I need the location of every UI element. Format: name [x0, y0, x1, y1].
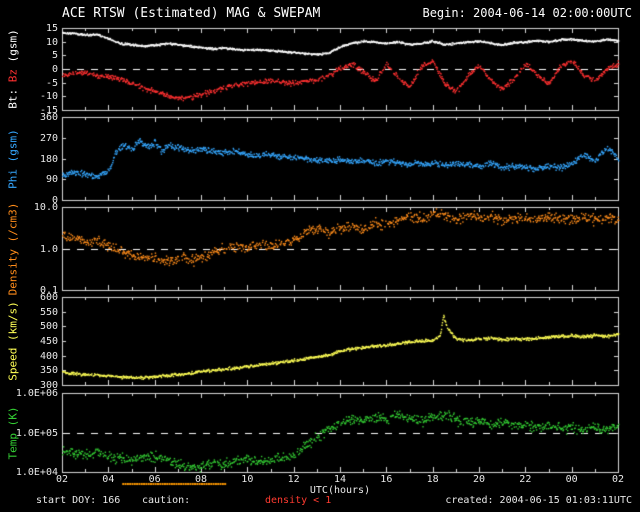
y-tick-label: 400: [39, 350, 58, 362]
y-tick-label: 0.1: [39, 284, 58, 296]
x-tick-label: 12: [287, 474, 300, 485]
y-tick-label: 10: [45, 36, 58, 48]
x-tick-label: 00: [565, 474, 578, 485]
y-tick-label: 550: [39, 306, 58, 318]
start-doy-label: start DOY: 166: [36, 495, 121, 506]
caution-label: caution:: [142, 495, 191, 506]
y-axis-label-density: Density (/cm3): [6, 202, 20, 295]
y-tick-label: -10: [39, 91, 58, 103]
y-tick-label: 450: [39, 336, 58, 347]
created-timestamp: created: 2004-06-15 01:03:11UTC: [445, 495, 632, 506]
y-tick-label: 600: [39, 292, 58, 304]
y-tick-label: 1.0E+05: [15, 427, 58, 439]
caution-note: density < 1: [265, 495, 332, 506]
x-tick-label: 14: [333, 474, 347, 485]
y-axis-label-part: Bt:: [6, 82, 20, 109]
y-tick-label: 300: [39, 379, 58, 391]
y-axis-label-part: Density: [6, 241, 20, 295]
y-tick-label: 0: [51, 64, 58, 75]
x-tick-label: 04: [102, 474, 115, 485]
y-axis-label-speed: Speed (km/s): [6, 301, 20, 381]
y-tick-label: 180: [39, 153, 58, 165]
begin-timestamp: Begin: 2004-06-14 02:00:00UTC: [422, 6, 632, 20]
x-tick-label: 20: [472, 474, 486, 485]
y-tick-label: 350: [39, 365, 58, 377]
y-axis-label-part: (/cm3): [6, 202, 20, 242]
x-tick-label: 02: [55, 474, 69, 485]
x-tick-label: 02: [611, 474, 625, 485]
y-axis-label-phi: Phi (gsm): [6, 128, 20, 189]
x-tick-label: 18: [426, 474, 439, 485]
y-tick-label: 5: [51, 50, 58, 62]
x-tick-label: 06: [148, 474, 161, 485]
y-axis-label-part: (gsm): [6, 128, 20, 162]
y-axis-label-part: (gsm): [6, 29, 20, 63]
y-tick-label: 1.0E+06: [15, 388, 58, 400]
y-tick-label: 10.0: [33, 202, 58, 214]
x-tick-label: 22: [519, 474, 532, 485]
y-tick-label: 500: [39, 321, 58, 333]
x-axis-title: UTC(hours): [309, 485, 371, 496]
x-tick-label: 16: [380, 474, 393, 485]
y-tick-label: 1.0: [39, 243, 58, 255]
y-axis-label-part: Phi: [6, 161, 20, 189]
y-tick-label: 0: [51, 194, 58, 206]
y-tick-label: 15: [45, 23, 58, 35]
y-tick-label: 90: [45, 174, 58, 186]
y-axis-label-part: Speed: [6, 341, 20, 381]
y-axis-label-part: (K): [6, 406, 20, 426]
y-axis-label-part: (km/s): [6, 301, 20, 341]
y-tick-label: 360: [39, 112, 58, 124]
y-axis-label-part: Temp: [6, 425, 20, 460]
x-tick-label: 10: [241, 474, 254, 485]
y-tick-label: 270: [39, 132, 58, 144]
y-axis-label-part: Bz: [6, 62, 20, 83]
chart-title: ACE RTSW (Estimated) MAG & SWEPAM: [62, 6, 321, 21]
y-axis-label-bt-bz: Bt: Bz (gsm): [6, 29, 20, 109]
y-tick-label: -5: [45, 77, 58, 89]
y-tick-label: 1.0E+04: [15, 466, 58, 478]
y-axis-label-temp: Temp (K): [6, 406, 20, 460]
x-tick-label: 08: [194, 474, 208, 485]
y-tick-label: -15: [39, 104, 58, 116]
